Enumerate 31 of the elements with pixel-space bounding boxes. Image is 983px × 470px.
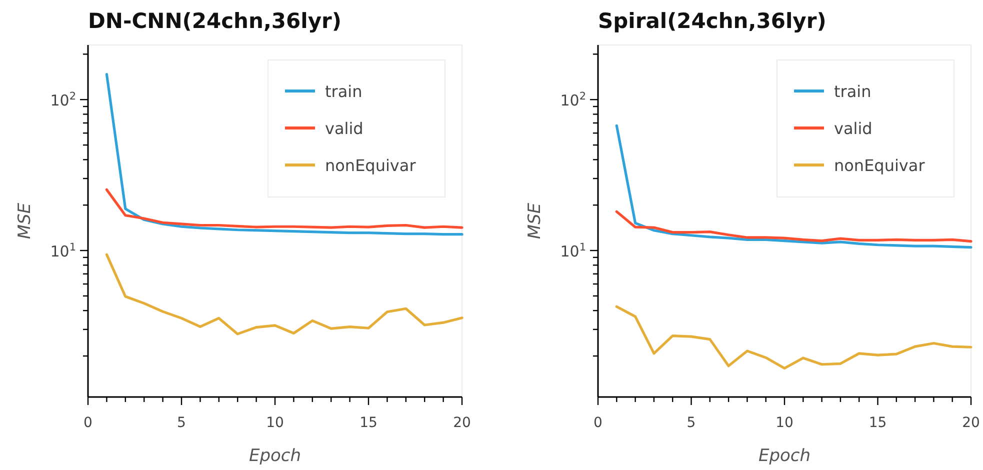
x-axis-title: Epoch xyxy=(758,446,811,466)
x-tick-label: 20 xyxy=(962,415,980,431)
legend-label: train xyxy=(325,82,362,101)
x-tick-label: 10 xyxy=(266,415,284,431)
x-tick-label: 5 xyxy=(686,415,696,431)
y-tick-label: 10$^{1}$ xyxy=(560,242,586,261)
legend-label: valid xyxy=(834,119,872,138)
x-tick-label: 5 xyxy=(177,415,186,431)
legend-label: valid xyxy=(325,119,364,138)
chart-title: Spiral(24chn,36lyr) xyxy=(598,9,826,33)
x-tick-label: 20 xyxy=(453,415,471,431)
chart-title: DN-CNN(24chn,36lyr) xyxy=(88,9,342,33)
legend-label: nonEquivar xyxy=(834,156,926,175)
y-tick-label: 10$^{2}$ xyxy=(560,90,586,110)
y-axis-title: MSE xyxy=(525,202,545,240)
legend-label: nonEquivar xyxy=(325,156,416,175)
x-tick-label: 15 xyxy=(360,415,378,431)
y-tick-label: 10$^{1}$ xyxy=(50,242,76,261)
line-series xyxy=(105,253,464,336)
y-axis-title: MSE xyxy=(15,202,35,240)
x-axis-title: Epoch xyxy=(248,446,302,466)
line-series xyxy=(615,210,972,243)
line-series xyxy=(105,73,464,236)
x-tick-label: 0 xyxy=(84,415,92,431)
legend-label: train xyxy=(834,82,872,101)
x-tick-label: 15 xyxy=(868,415,887,431)
line-series xyxy=(105,188,464,229)
x-tick-label: 0 xyxy=(594,415,602,431)
x-tick-label: 10 xyxy=(776,415,794,431)
y-tick-label: 10$^{2}$ xyxy=(50,90,76,110)
line-series xyxy=(615,305,972,370)
